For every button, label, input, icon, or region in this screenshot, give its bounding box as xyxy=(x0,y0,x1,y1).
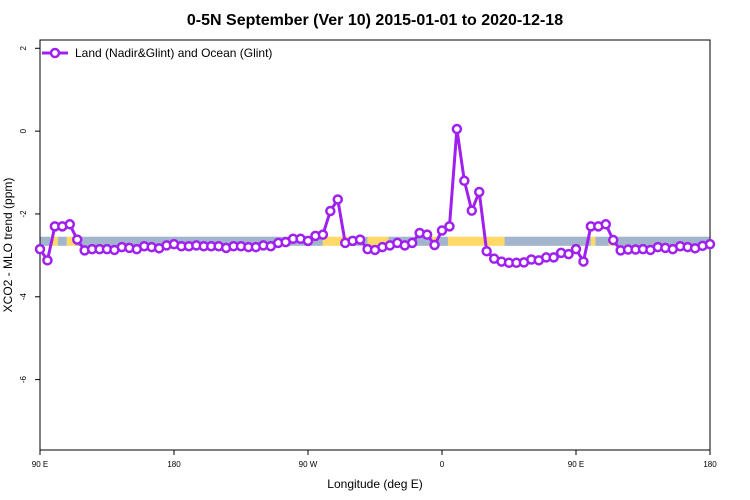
data-point xyxy=(444,221,455,232)
x-tick-label: 180 xyxy=(167,460,181,469)
band-segment xyxy=(614,236,710,246)
data-point xyxy=(607,234,619,246)
y-tick-label: -2 xyxy=(19,210,28,218)
data-point xyxy=(421,229,433,240)
data-point xyxy=(302,235,314,247)
data-point xyxy=(317,229,329,240)
data-point xyxy=(578,256,589,267)
data-point xyxy=(71,234,83,245)
data-point xyxy=(332,194,344,205)
band-segment xyxy=(322,236,353,246)
data-point xyxy=(466,205,478,216)
series-layer xyxy=(34,123,716,269)
band-segment xyxy=(437,236,448,246)
data-point xyxy=(451,123,463,135)
band-segment xyxy=(66,236,76,246)
data-point xyxy=(459,175,470,187)
y-axis: 2 0 -2 -4 -6 xyxy=(19,46,40,383)
data-point xyxy=(481,245,492,257)
band-segment xyxy=(40,236,51,246)
data-point xyxy=(325,205,336,217)
x-tick-label: 0 xyxy=(440,460,445,469)
data-point xyxy=(354,234,366,245)
data-point xyxy=(64,219,76,230)
legend: Land (Nadir&Glint) and Ocean (Glint) xyxy=(42,46,272,60)
band-segment xyxy=(447,236,505,246)
data-point xyxy=(548,252,559,263)
band-segment xyxy=(590,236,596,246)
band-segment xyxy=(50,236,58,246)
legend-entry: Land (Nadir&Glint) and Ocean (Glint) xyxy=(75,46,272,60)
data-point xyxy=(436,225,448,236)
y-tick-label: -4 xyxy=(19,293,28,301)
x-tick-label: 90 E xyxy=(568,460,584,469)
chart-title: 0-5N September (Ver 10) 2015-01-01 to 20… xyxy=(187,12,563,29)
data-point xyxy=(563,248,574,260)
y-axis-title: XCO2 - MLO trend (ppm) xyxy=(1,178,15,313)
data-point xyxy=(600,219,612,230)
data-point xyxy=(406,237,418,249)
data-point xyxy=(429,239,440,251)
x-tick-label: 90 W xyxy=(299,460,318,469)
data-point xyxy=(42,255,53,266)
band-segment xyxy=(504,236,591,246)
legend-swatch-marker xyxy=(49,47,61,59)
x-axis: 90 E 180 90 W 0 90 E 180 xyxy=(32,450,717,469)
band-segment xyxy=(595,236,609,246)
y-tick-label: 0 xyxy=(19,128,28,133)
x-tick-label: 90 E xyxy=(32,460,48,469)
data-point xyxy=(473,186,485,198)
band-segment xyxy=(57,236,67,246)
x-tick-label: 180 xyxy=(703,460,717,469)
y-tick-label: -6 xyxy=(19,375,28,383)
x-axis-title: Longitude (deg E) xyxy=(327,477,422,491)
y-tick-label: 2 xyxy=(19,46,28,51)
data-point xyxy=(704,238,716,250)
band-segment xyxy=(367,236,389,246)
data-point xyxy=(570,243,582,255)
data-point xyxy=(34,243,46,255)
